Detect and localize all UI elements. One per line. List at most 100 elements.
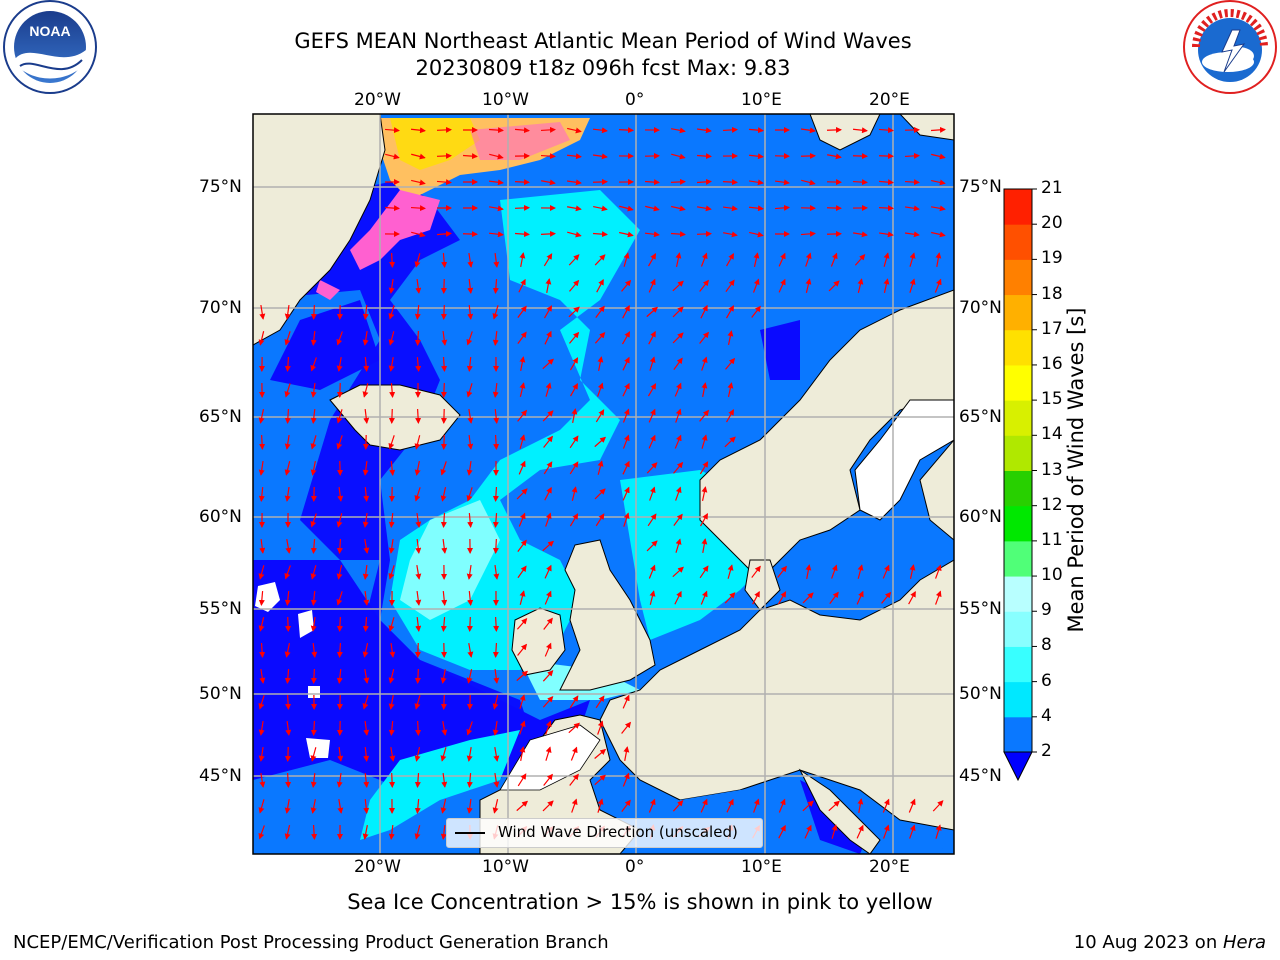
lat-tick-right: 55°N (959, 599, 1002, 619)
wind-arrow (831, 564, 838, 579)
colorbar-segment (1004, 189, 1032, 225)
wind-arrow (436, 126, 452, 133)
wind-arrow (622, 356, 630, 371)
wind-arrow (724, 436, 736, 448)
wind-arrow (595, 409, 605, 423)
wind-arrow (697, 205, 712, 212)
wind-arrow (932, 800, 944, 812)
wind-arrow (644, 231, 660, 238)
wind-arrow (441, 330, 448, 346)
wind-arrow (542, 410, 554, 422)
wind-arrow (670, 178, 686, 185)
wind-arrow (337, 486, 344, 502)
wind-arrow (284, 356, 291, 372)
wind-arrow (622, 772, 630, 787)
legend-label: Wind Wave Direction (unscaled) (498, 823, 738, 841)
wind-arrow (854, 254, 866, 266)
wind-arrow (310, 720, 317, 736)
wind-arrow (699, 565, 709, 579)
wind-arrow (800, 230, 816, 237)
wind-arrow (568, 254, 580, 266)
wind-arrow (544, 330, 552, 345)
wind-arrow (336, 642, 343, 658)
wind-arrow (543, 253, 553, 267)
wind-arrow (493, 668, 500, 684)
wind-arrow (752, 278, 760, 293)
lat-tick-right: 75°N (959, 177, 1002, 197)
wind-arrow (259, 304, 266, 320)
wind-arrow (569, 331, 580, 344)
lon-tick-bottom: 20°W (354, 857, 401, 877)
wind-arrow (701, 356, 708, 371)
wind-arrow (594, 774, 606, 786)
wind-arrow (567, 205, 582, 212)
colorbar-tick-label: 17 (1041, 318, 1063, 339)
wind-arrow (930, 205, 946, 212)
wind-arrow (519, 252, 526, 267)
wind-arrow (336, 331, 343, 346)
wind-arrow (336, 616, 343, 632)
wind-arrow (384, 205, 400, 212)
colorbar-segment (1004, 576, 1032, 612)
colorbar-segment (1004, 505, 1032, 542)
wind-arrow (363, 539, 370, 554)
map-frame (252, 113, 955, 855)
noaa-logo-text: NOAA (29, 23, 70, 39)
wind-arrow (569, 513, 579, 527)
wind-arrow (363, 408, 370, 424)
wind-arrow (488, 179, 504, 186)
wind-arrow (722, 126, 738, 133)
footer-credit: NCEP/EMC/Verification Post Processing Pr… (13, 932, 609, 953)
wind-arrow (440, 616, 447, 632)
wind-arrow (649, 590, 656, 605)
wind-arrow (930, 126, 946, 133)
wind-arrow (492, 538, 499, 554)
lon-tick-bottom: 10°E (741, 857, 782, 877)
wind-arrow (414, 668, 421, 684)
wind-arrow (467, 434, 474, 450)
wind-arrow (856, 590, 864, 605)
wind-arrow (828, 280, 840, 292)
wind-arrow (545, 382, 552, 397)
colorbar-tick-label: 20 (1041, 213, 1063, 234)
wind-arrow (904, 179, 920, 186)
wind-arrow (622, 304, 630, 319)
wind-arrow (441, 721, 448, 736)
wind-arrow (440, 434, 447, 450)
wind-arrow (648, 434, 656, 449)
wind-arrow (852, 179, 868, 186)
wind-arrow (726, 798, 734, 813)
wind-arrow (362, 460, 369, 476)
wind-arrow (778, 824, 786, 839)
wind-arrow (566, 153, 582, 160)
wind-arrow (466, 746, 473, 762)
wind-arrow (646, 540, 658, 552)
colorbar-tick-label: 12 (1041, 494, 1063, 515)
wind-arrow (623, 252, 630, 267)
wind-arrow (363, 772, 370, 788)
wind-arrow (909, 824, 916, 839)
wind-arrow (931, 153, 946, 160)
wind-arrow (725, 305, 735, 319)
colorbar-tick-label: 21 (1041, 178, 1063, 198)
wind-arrow (466, 772, 473, 788)
wind-arrow (411, 179, 426, 186)
nws-logo (1183, 0, 1277, 94)
colorbar-tick-label: 4 (1041, 705, 1052, 726)
wind-arrow (569, 461, 579, 475)
wind-arrow (492, 305, 499, 320)
wind-arrow (493, 616, 500, 632)
wind-arrow (415, 616, 422, 632)
wind-arrow (467, 590, 474, 606)
wind-arrow (675, 252, 682, 267)
wind-arrow (543, 617, 553, 630)
wind-arrow (415, 512, 422, 528)
wind-arrows (258, 126, 946, 840)
wind-arrow (384, 127, 400, 134)
wind-arrow (362, 643, 369, 658)
wind-arrow (519, 434, 526, 449)
wind-arrow (722, 205, 738, 212)
wind-arrow (597, 460, 604, 475)
colorbar-segment (1004, 400, 1032, 436)
wind-arrow (701, 486, 708, 501)
